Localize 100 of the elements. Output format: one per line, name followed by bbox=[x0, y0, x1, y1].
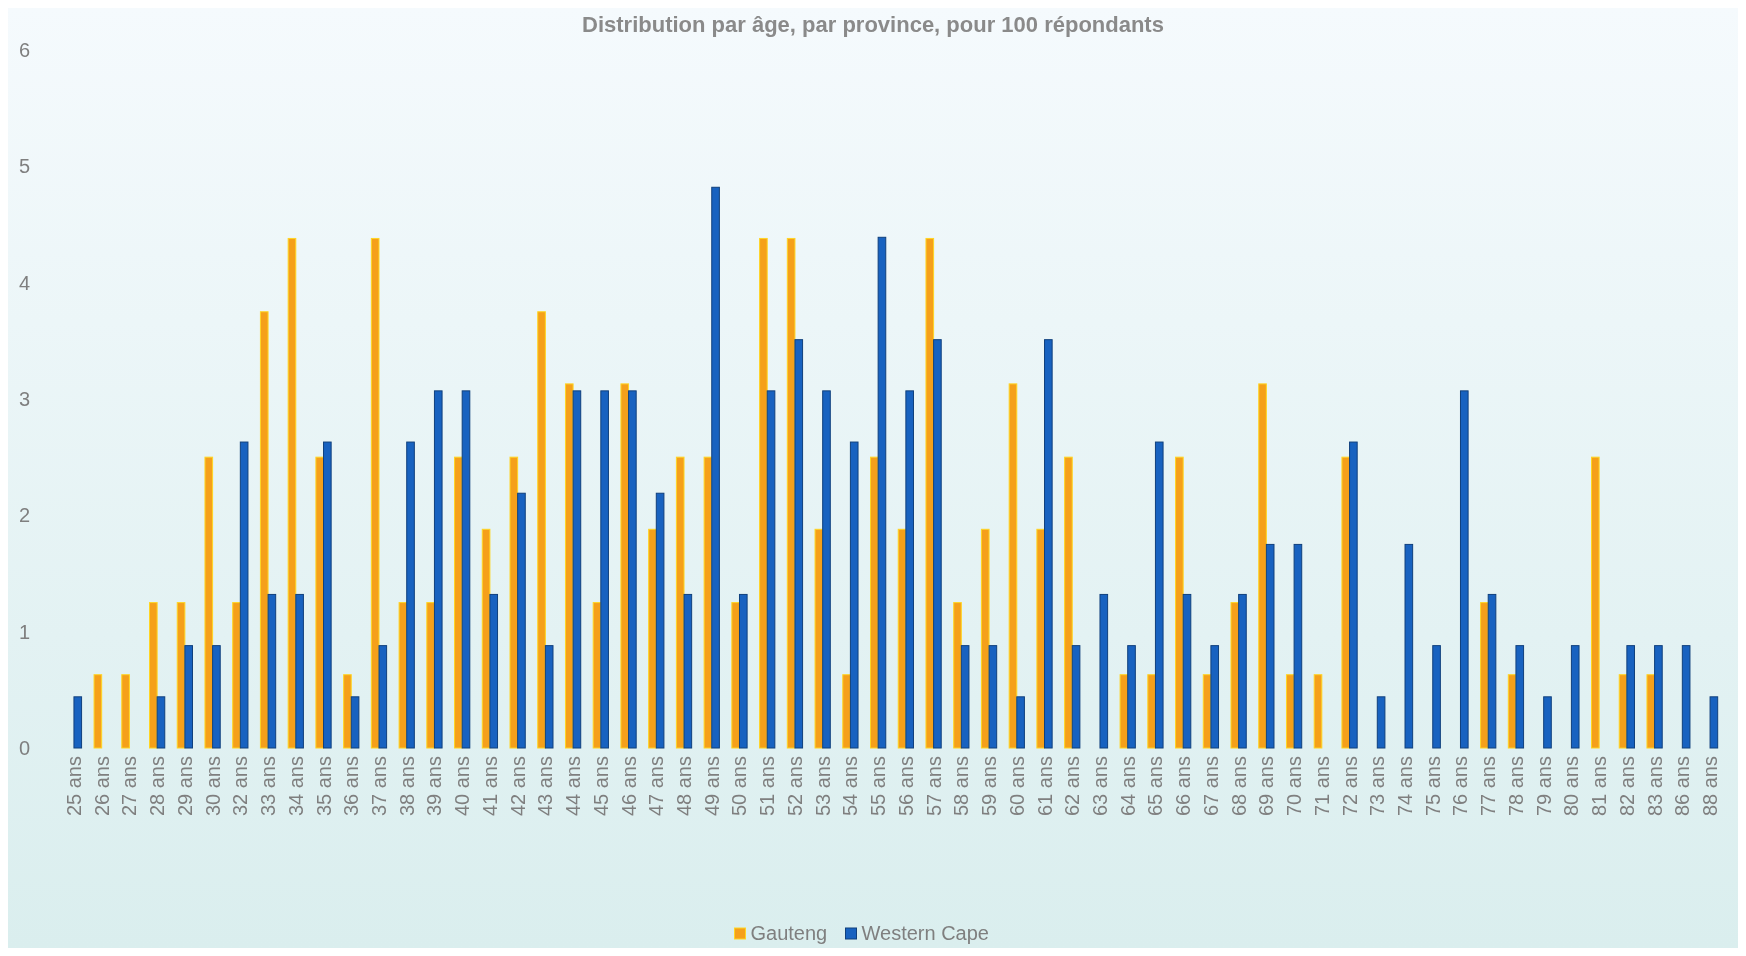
x-tick-label: 33 ans bbox=[257, 756, 280, 817]
x-tick-label: 68 ans bbox=[1227, 756, 1250, 817]
bar bbox=[1487, 593, 1497, 749]
bar bbox=[877, 236, 887, 749]
bar bbox=[378, 645, 388, 749]
bar bbox=[1515, 645, 1525, 749]
x-tick-label: 35 ans bbox=[312, 756, 335, 817]
bar bbox=[323, 441, 332, 749]
x-tick-label: 64 ans bbox=[1116, 756, 1139, 817]
x-tick-label: 83 ans bbox=[1643, 756, 1666, 817]
x-tick-label: 46 ans bbox=[617, 756, 640, 817]
bar bbox=[1570, 645, 1580, 749]
bar bbox=[1265, 543, 1275, 749]
bar bbox=[1099, 593, 1109, 749]
x-tick-label: 44 ans bbox=[562, 756, 585, 817]
x-tick-label: 63 ans bbox=[1088, 756, 1111, 817]
x-tick-label: 70 ans bbox=[1283, 756, 1306, 817]
x-tick-label: 37 ans bbox=[367, 756, 390, 817]
x-tick-label: 25 ans bbox=[62, 756, 85, 817]
x-tick-label: 69 ans bbox=[1255, 756, 1278, 817]
x-tick-label: 62 ans bbox=[1061, 756, 1084, 817]
bar bbox=[1313, 674, 1323, 749]
x-tick-label: 56 ans bbox=[894, 756, 917, 817]
x-tick-label: 50 ans bbox=[728, 756, 751, 817]
bar bbox=[1036, 528, 1046, 749]
x-tick-label: 43 ans bbox=[534, 756, 557, 817]
bar bbox=[1376, 696, 1386, 749]
bar bbox=[1071, 645, 1081, 749]
bar bbox=[1709, 696, 1719, 749]
x-tick-label: 74 ans bbox=[1394, 756, 1417, 817]
bar bbox=[1543, 696, 1552, 749]
bar bbox=[1293, 543, 1303, 749]
y-tick-label: 4 bbox=[18, 271, 30, 294]
bar bbox=[1238, 593, 1247, 749]
y-tick-label: 1 bbox=[18, 620, 30, 643]
bar bbox=[600, 390, 609, 749]
bar bbox=[822, 390, 831, 749]
x-tick-label: 77 ans bbox=[1477, 756, 1500, 817]
bar bbox=[73, 696, 83, 749]
x-tick-label: 82 ans bbox=[1615, 756, 1638, 817]
bar bbox=[794, 339, 804, 749]
bar bbox=[738, 593, 748, 749]
bar bbox=[1404, 543, 1414, 749]
bar bbox=[628, 390, 637, 749]
x-tick-label: 61 ans bbox=[1033, 756, 1056, 817]
bar bbox=[1064, 456, 1073, 749]
bar bbox=[655, 492, 665, 749]
x-tick-label: 26 ans bbox=[90, 756, 113, 817]
bar bbox=[426, 602, 435, 749]
bar bbox=[537, 311, 546, 749]
bar bbox=[988, 645, 998, 749]
y-tick-label: 0 bbox=[18, 737, 30, 759]
x-tick-label: 52 ans bbox=[783, 756, 806, 817]
bar bbox=[842, 674, 851, 749]
x-tick-label: 65 ans bbox=[1144, 756, 1167, 817]
x-tick-label: 78 ans bbox=[1504, 756, 1527, 817]
bar bbox=[461, 390, 471, 749]
x-tick-label: 40 ans bbox=[451, 756, 474, 817]
x-tick-label: 27 ans bbox=[118, 756, 141, 817]
x-tick-label: 29 ans bbox=[173, 756, 196, 817]
bar bbox=[1154, 441, 1164, 749]
bar bbox=[1681, 645, 1691, 749]
bar bbox=[93, 674, 103, 749]
bar bbox=[1459, 390, 1469, 749]
x-tick-label: 88 ans bbox=[1699, 756, 1722, 817]
bar bbox=[398, 602, 408, 749]
x-tick-label: 34 ans bbox=[284, 756, 307, 817]
bar bbox=[703, 456, 713, 749]
x-tick-label: 71 ans bbox=[1310, 756, 1333, 817]
bar bbox=[572, 390, 582, 749]
x-tick-label: 54 ans bbox=[839, 756, 862, 817]
x-tick-label: 30 ans bbox=[201, 756, 224, 817]
bar bbox=[239, 441, 249, 749]
bar bbox=[406, 441, 415, 749]
bar bbox=[1480, 602, 1489, 749]
bar bbox=[1210, 645, 1220, 749]
x-tick-label: 86 ans bbox=[1671, 756, 1694, 817]
x-tick-label: 48 ans bbox=[673, 756, 696, 817]
y-tick-label: 5 bbox=[18, 155, 30, 178]
x-tick-label: 72 ans bbox=[1338, 756, 1361, 817]
x-tick-label: 55 ans bbox=[867, 756, 890, 817]
bar bbox=[517, 492, 526, 749]
bar bbox=[849, 441, 859, 749]
bar bbox=[1258, 383, 1267, 749]
bar bbox=[683, 593, 693, 749]
bar bbox=[1432, 645, 1441, 749]
x-tick-label: 28 ans bbox=[146, 756, 169, 817]
bar bbox=[620, 383, 630, 749]
x-tick-label: 39 ans bbox=[423, 756, 446, 817]
bar bbox=[259, 311, 269, 749]
bar bbox=[1654, 645, 1663, 749]
y-tick-label: 6 bbox=[18, 39, 30, 61]
bar bbox=[295, 593, 304, 749]
bar bbox=[149, 602, 158, 749]
bar bbox=[814, 528, 824, 749]
x-tick-label: 75 ans bbox=[1421, 756, 1444, 817]
x-tick-label: 47 ans bbox=[645, 756, 668, 817]
bar bbox=[980, 528, 990, 749]
x-tick-label: 67 ans bbox=[1199, 756, 1222, 817]
x-tick-label: 57 ans bbox=[922, 756, 945, 817]
